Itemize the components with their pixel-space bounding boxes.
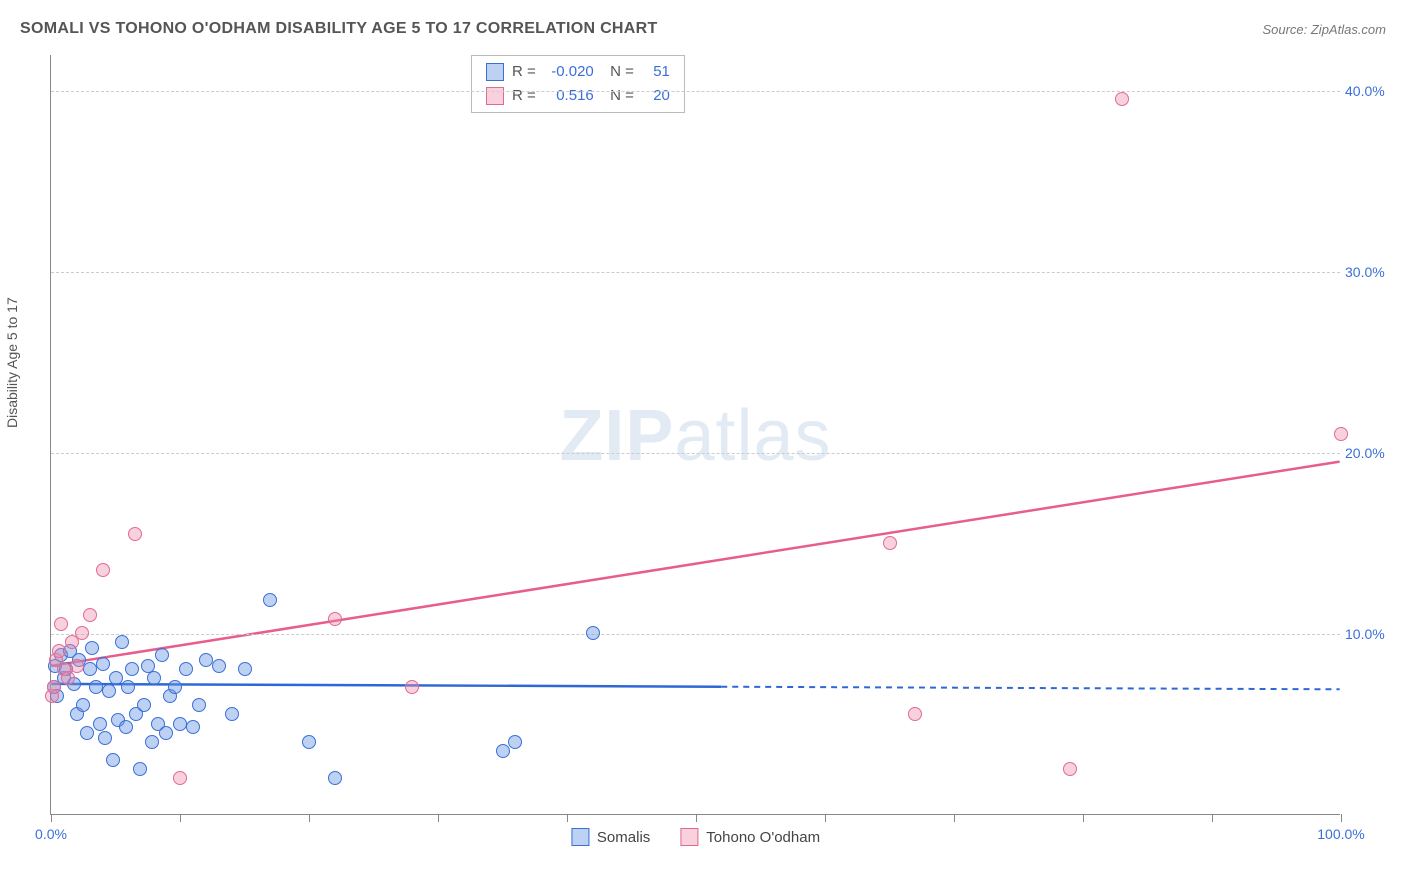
legend-item: Tohono O'odham: [680, 828, 820, 846]
y-tick-label: 20.0%: [1345, 445, 1400, 461]
x-tick: [180, 814, 181, 822]
data-point: [102, 684, 116, 698]
correlation-stats-box: R =-0.020 N =51R =0.516 N =20: [471, 55, 685, 113]
data-point: [328, 612, 342, 626]
data-point: [159, 726, 173, 740]
chart-title: SOMALI VS TOHONO O'ODHAM DISABILITY AGE …: [20, 20, 658, 38]
x-tick: [825, 814, 826, 822]
data-point: [47, 680, 61, 694]
y-axis-label: Disability Age 5 to 17: [4, 297, 20, 428]
trend-lines: [51, 55, 1340, 814]
x-tick: [567, 814, 568, 822]
data-point: [263, 593, 277, 607]
data-point: [133, 762, 147, 776]
data-point: [883, 536, 897, 550]
scatter-plot-area: ZIPatlas R =-0.020 N =51R =0.516 N =20 S…: [50, 55, 1340, 815]
data-point: [199, 653, 213, 667]
legend-label: Somalis: [597, 829, 650, 846]
data-point: [1063, 762, 1077, 776]
data-point: [173, 717, 187, 731]
x-tick: [696, 814, 697, 822]
data-point: [328, 771, 342, 785]
data-point: [89, 680, 103, 694]
x-tick: [438, 814, 439, 822]
data-point: [179, 662, 193, 676]
data-point: [61, 671, 75, 685]
data-point: [128, 527, 142, 541]
x-tick: [51, 814, 52, 822]
data-point: [121, 680, 135, 694]
data-point: [98, 731, 112, 745]
data-point: [76, 698, 90, 712]
data-point: [115, 635, 129, 649]
data-point: [173, 771, 187, 785]
data-point: [83, 608, 97, 622]
x-tick: [1212, 814, 1213, 822]
data-point: [119, 720, 133, 734]
data-point: [496, 744, 510, 758]
y-tick-label: 10.0%: [1345, 626, 1400, 642]
data-point: [54, 617, 68, 631]
grid-line: [51, 634, 1340, 635]
data-point: [125, 662, 139, 676]
data-point: [75, 626, 89, 640]
data-point: [93, 717, 107, 731]
data-point: [405, 680, 419, 694]
data-point: [1334, 427, 1348, 441]
grid-line: [51, 91, 1340, 92]
legend-swatch: [486, 63, 504, 81]
x-tick: [954, 814, 955, 822]
legend-swatch: [680, 828, 698, 846]
x-tick: [309, 814, 310, 822]
data-point: [83, 662, 97, 676]
data-point: [186, 720, 200, 734]
x-tick-label: 0.0%: [35, 826, 67, 842]
data-point: [96, 563, 110, 577]
data-point: [508, 735, 522, 749]
x-tick: [1341, 814, 1342, 822]
data-point: [238, 662, 252, 676]
data-point: [85, 641, 99, 655]
data-point: [212, 659, 226, 673]
watermark: ZIPatlas: [559, 395, 831, 477]
data-point: [586, 626, 600, 640]
data-point: [106, 753, 120, 767]
data-point: [168, 680, 182, 694]
data-point: [302, 735, 316, 749]
stats-row: R =-0.020 N =51: [486, 60, 670, 84]
data-point: [137, 698, 151, 712]
data-point: [192, 698, 206, 712]
data-point: [80, 726, 94, 740]
x-tick-label: 100.0%: [1317, 826, 1364, 842]
grid-line: [51, 453, 1340, 454]
data-point: [1115, 92, 1129, 106]
legend-swatch: [486, 87, 504, 105]
legend-item: Somalis: [571, 828, 650, 846]
data-point: [52, 644, 66, 658]
x-tick: [1083, 814, 1084, 822]
data-point: [155, 648, 169, 662]
series-legend: Somalis Tohono O'odham: [571, 828, 820, 846]
legend-label: Tohono O'odham: [706, 829, 820, 846]
grid-line: [51, 272, 1340, 273]
legend-swatch: [571, 828, 589, 846]
y-tick-label: 40.0%: [1345, 83, 1400, 99]
y-tick-label: 30.0%: [1345, 264, 1400, 280]
stats-row: R =0.516 N =20: [486, 84, 670, 108]
data-point: [225, 707, 239, 721]
data-point: [145, 735, 159, 749]
data-point: [109, 671, 123, 685]
data-point: [147, 671, 161, 685]
data-point: [908, 707, 922, 721]
source-attribution: Source: ZipAtlas.com: [1262, 22, 1386, 37]
data-point: [70, 659, 84, 673]
data-point: [96, 657, 110, 671]
